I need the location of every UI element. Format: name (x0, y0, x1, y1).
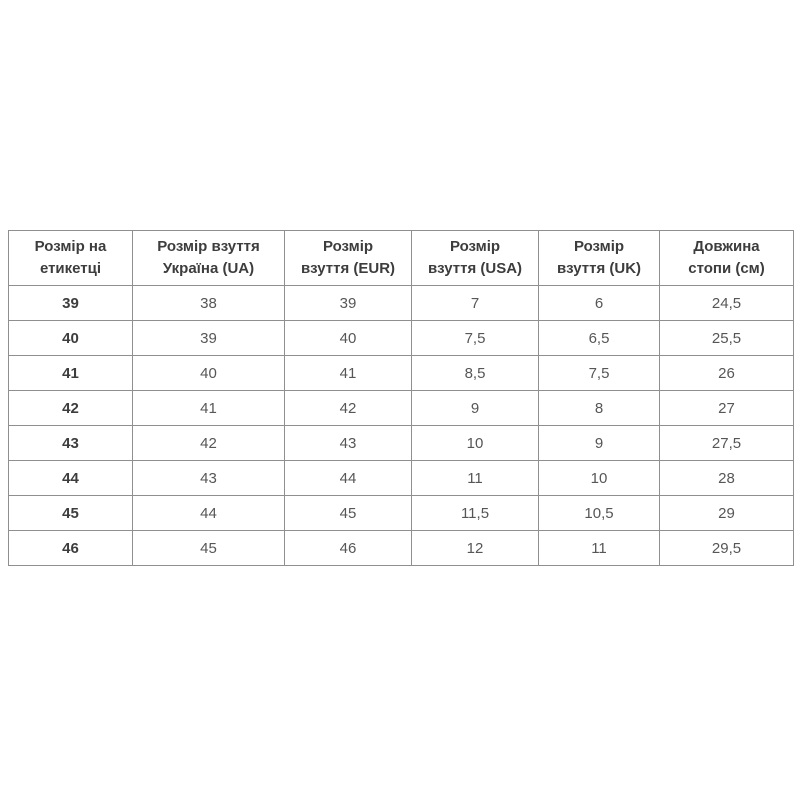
column-header-foot-length: Довжина стопи (см) (659, 230, 794, 286)
table-cell: 46 (284, 530, 412, 566)
table-cell: 24,5 (659, 285, 794, 321)
table-cell: 6 (538, 285, 660, 321)
table-cell: 11,5 (411, 495, 539, 531)
shoe-size-conversion-table: Розмір на етикетці Розмір взуття Україна… (8, 230, 794, 566)
table-cell: 43 (8, 425, 133, 461)
table-cell: 8,5 (411, 355, 539, 391)
column-header-uk-size: Розмір взуття (UK) (538, 230, 660, 286)
table-cell: 12 (411, 530, 539, 566)
table-row: 41 40 41 8,5 7,5 26 (8, 355, 794, 391)
table-row: 39 38 39 7 6 24,5 (8, 285, 794, 321)
table-cell: 45 (284, 495, 412, 531)
table-cell: 40 (284, 320, 412, 356)
column-header-usa-size: Розмір взуття (USA) (411, 230, 539, 286)
table-cell: 26 (659, 355, 794, 391)
table-cell: 7,5 (538, 355, 660, 391)
table-cell: 28 (659, 460, 794, 496)
table-cell: 45 (132, 530, 285, 566)
table-cell: 9 (538, 425, 660, 461)
table-cell: 44 (8, 460, 133, 496)
column-header-label-size: Розмір на етикетці (8, 230, 133, 286)
table-row: 43 42 43 10 9 27,5 (8, 425, 794, 461)
table-cell: 10 (538, 460, 660, 496)
table-cell: 39 (132, 320, 285, 356)
table-cell: 46 (8, 530, 133, 566)
table-cell: 45 (8, 495, 133, 531)
table-cell: 39 (284, 285, 412, 321)
table-cell: 42 (8, 390, 133, 426)
table-cell: 40 (132, 355, 285, 391)
table-cell: 8 (538, 390, 660, 426)
table-cell: 25,5 (659, 320, 794, 356)
table-cell: 44 (284, 460, 412, 496)
table-cell: 41 (132, 390, 285, 426)
table-cell: 10 (411, 425, 539, 461)
table-header-row: Розмір на етикетці Розмір взуття Україна… (8, 230, 794, 286)
table-cell: 41 (8, 355, 133, 391)
table-cell: 39 (8, 285, 133, 321)
table-row: 42 41 42 9 8 27 (8, 390, 794, 426)
column-header-ua-size: Розмір взуття Україна (UA) (132, 230, 285, 286)
table-cell: 40 (8, 320, 133, 356)
table-cell: 42 (284, 390, 412, 426)
table-cell: 9 (411, 390, 539, 426)
table-cell: 7,5 (411, 320, 539, 356)
table-cell: 38 (132, 285, 285, 321)
table-row: 44 43 44 11 10 28 (8, 460, 794, 496)
table-cell: 42 (132, 425, 285, 461)
table-row: 40 39 40 7,5 6,5 25,5 (8, 320, 794, 356)
table-cell: 29,5 (659, 530, 794, 566)
table-row: 45 44 45 11,5 10,5 29 (8, 495, 794, 531)
table-cell: 41 (284, 355, 412, 391)
table-cell: 43 (132, 460, 285, 496)
table-cell: 29 (659, 495, 794, 531)
table-cell: 10,5 (538, 495, 660, 531)
column-header-eur-size: Розмір взуття (EUR) (284, 230, 412, 286)
table-cell: 6,5 (538, 320, 660, 356)
table-cell: 11 (538, 530, 660, 566)
table-cell: 27,5 (659, 425, 794, 461)
table-row: 46 45 46 12 11 29,5 (8, 530, 794, 566)
table-cell: 44 (132, 495, 285, 531)
table-cell: 43 (284, 425, 412, 461)
table-cell: 7 (411, 285, 539, 321)
table-cell: 11 (411, 460, 539, 496)
table-cell: 27 (659, 390, 794, 426)
